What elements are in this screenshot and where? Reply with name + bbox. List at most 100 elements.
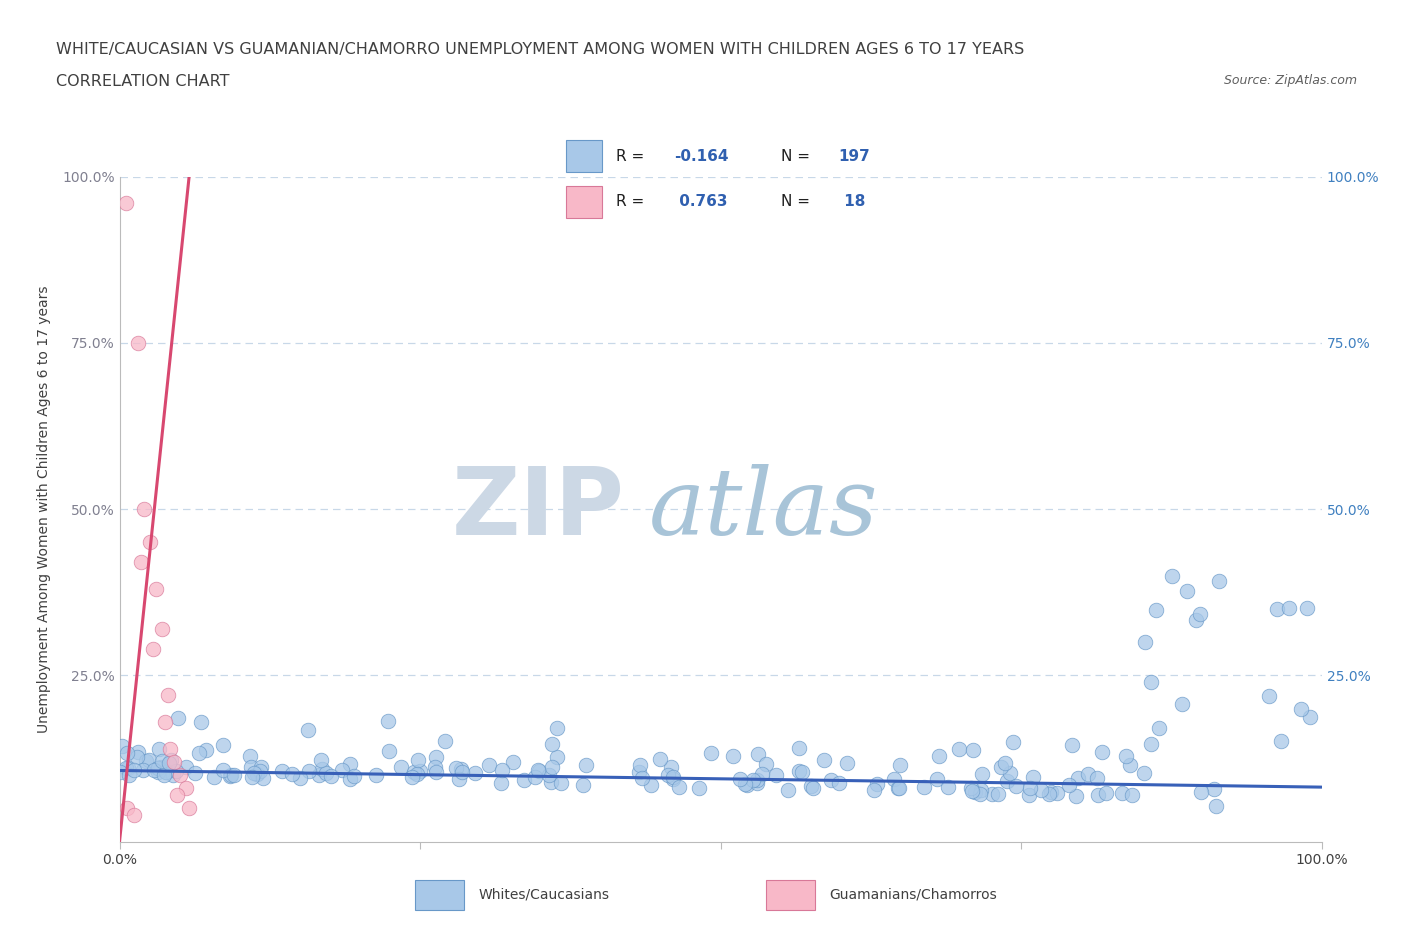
Point (1278, 601, 1301, 616)
Point (1175, 583, 1198, 598)
Point (1140, 674, 1163, 689)
Point (657, 767, 679, 782)
Point (378, 743, 401, 758)
Point (987, 787, 1010, 802)
Point (963, 785, 986, 800)
Point (135, 754, 157, 769)
Point (980, 787, 1002, 802)
Point (1115, 749, 1137, 764)
Point (1208, 573, 1230, 588)
Point (546, 750, 568, 764)
Point (524, 769, 547, 784)
Point (747, 746, 769, 761)
Point (572, 777, 595, 792)
Point (541, 737, 564, 751)
Point (728, 772, 751, 787)
Point (1001, 735, 1024, 750)
Point (631, 771, 654, 786)
Point (628, 758, 651, 773)
Text: WHITE/CAUCASIAN VS GUAMANIAN/CHAMORRO UNEMPLOYMENT AMONG WOMEN WITH CHILDREN AGE: WHITE/CAUCASIAN VS GUAMANIAN/CHAMORRO UN… (56, 42, 1025, 57)
Point (211, 763, 233, 777)
Point (157, 755, 180, 770)
Text: -0.164: -0.164 (673, 149, 728, 164)
Bar (415, 880, 464, 910)
Point (330, 763, 353, 777)
Point (155, 764, 177, 779)
Point (1091, 745, 1114, 760)
Point (446, 760, 468, 775)
Point (150, 759, 173, 774)
Point (1119, 757, 1142, 772)
Point (1171, 697, 1194, 711)
Point (159, 741, 181, 756)
Point (153, 714, 176, 729)
Point (662, 770, 685, 785)
Point (1031, 783, 1053, 798)
Point (668, 780, 690, 795)
Point (153, 763, 176, 777)
Text: Guamanians/Chamorros: Guamanians/Chamorros (830, 887, 997, 902)
Point (125, 750, 148, 764)
Point (970, 782, 993, 797)
Point (650, 751, 672, 766)
Point (745, 773, 768, 788)
Point (1045, 786, 1067, 801)
Point (377, 713, 399, 728)
Text: CORRELATION CHART: CORRELATION CHART (56, 74, 229, 89)
Point (1064, 788, 1087, 803)
Point (1018, 788, 1040, 803)
Point (866, 777, 889, 791)
Point (1133, 765, 1156, 780)
Point (425, 764, 447, 779)
Point (187, 746, 209, 761)
Text: Whites/Caucasians: Whites/Caucasians (478, 887, 609, 902)
Text: N =: N = (782, 149, 810, 164)
Point (127, 336, 149, 351)
Point (315, 765, 337, 780)
Point (162, 754, 184, 769)
Point (250, 759, 273, 774)
Point (527, 764, 550, 778)
Point (550, 776, 572, 790)
Point (1289, 701, 1312, 716)
Point (239, 749, 262, 764)
Point (1189, 606, 1212, 621)
Point (751, 767, 773, 782)
Point (640, 777, 662, 792)
Point (138, 752, 160, 767)
Point (246, 767, 269, 782)
Point (194, 742, 217, 757)
Point (249, 764, 271, 778)
Text: atlas: atlas (648, 464, 877, 554)
Point (787, 764, 810, 778)
Point (425, 750, 447, 764)
Point (190, 714, 212, 729)
Point (204, 769, 226, 784)
Point (889, 758, 911, 773)
Point (150, 753, 173, 768)
Point (281, 766, 304, 781)
Point (489, 776, 512, 790)
Point (998, 765, 1021, 780)
Point (115, 761, 138, 776)
Point (745, 776, 768, 790)
Text: N =: N = (782, 194, 810, 209)
Point (298, 764, 321, 778)
Point (148, 742, 170, 757)
Point (339, 757, 361, 772)
Point (114, 196, 136, 211)
Text: 197: 197 (838, 149, 870, 164)
Point (1062, 737, 1084, 752)
Point (700, 745, 723, 760)
Point (169, 768, 191, 783)
Point (153, 767, 176, 782)
Point (1270, 734, 1292, 749)
Point (887, 780, 910, 795)
Point (342, 768, 364, 783)
Point (863, 782, 886, 797)
Point (434, 734, 457, 749)
Point (1038, 786, 1060, 801)
Point (129, 555, 152, 570)
Point (122, 763, 145, 777)
Point (1139, 737, 1161, 751)
